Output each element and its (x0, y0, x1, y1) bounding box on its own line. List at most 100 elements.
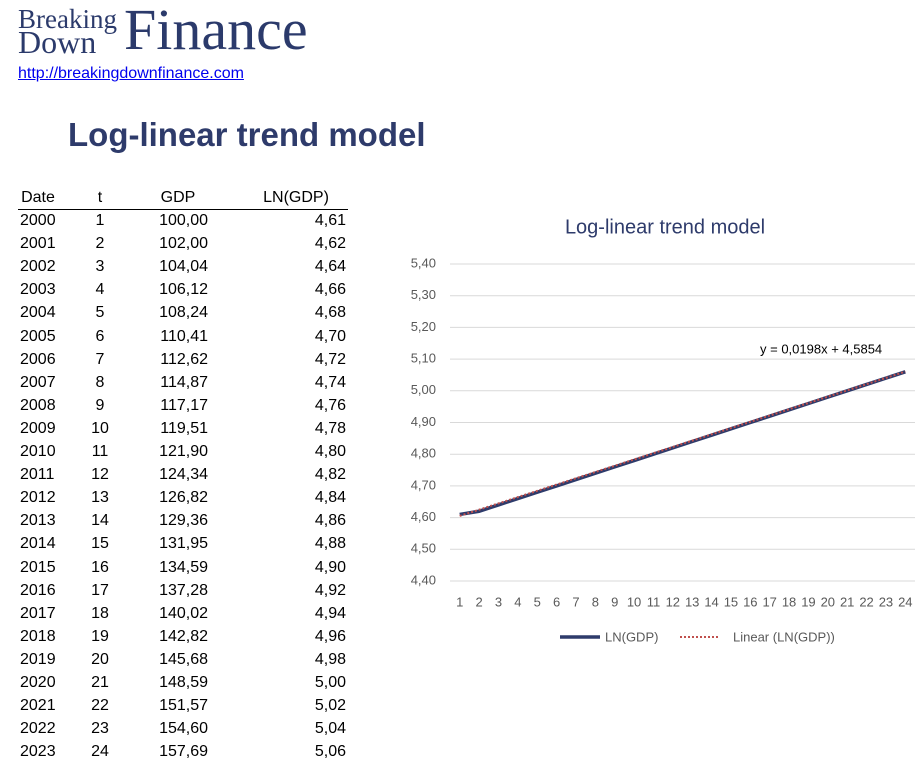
table-cell: 21 (91, 674, 109, 691)
x-tick-label: 2 (475, 594, 482, 609)
column-header: Date (21, 189, 55, 206)
table-cell: 117,17 (160, 396, 208, 414)
table-cell: 2021 (20, 697, 56, 715)
table-cell: 2019 (20, 650, 56, 668)
x-tick-label: 15 (724, 594, 738, 609)
table-cell: 108,24 (159, 304, 208, 322)
table-cell: 2000 (20, 212, 56, 229)
table-cell: 4,82 (314, 466, 346, 484)
column-header: t (97, 189, 103, 206)
header-rule (18, 209, 348, 210)
table-cell: 2023 (20, 743, 56, 761)
table-cell: 2020 (20, 674, 56, 691)
table-cell: 4,94 (314, 604, 346, 622)
table-cell: 13 (91, 489, 109, 507)
table-cell: 4,90 (314, 558, 346, 576)
url-link[interactable]: http://breakingdownfinance.com (18, 65, 244, 82)
y-tick-label: 5,10 (411, 351, 436, 366)
y-tick-label: 5,40 (411, 255, 436, 270)
table-cell: 2001 (20, 235, 56, 253)
table-cell: 18 (91, 604, 109, 622)
table-cell: 16 (91, 558, 109, 576)
chart-title: Log-linear trend model (565, 216, 765, 238)
table-cell: 4,96 (314, 627, 346, 645)
y-tick-label: 5,00 (411, 382, 436, 397)
table-cell: 4,61 (314, 212, 346, 229)
x-tick-label: 22 (859, 594, 873, 609)
page-title: Log-linear trend model (68, 116, 426, 153)
x-tick-label: 24 (898, 594, 912, 609)
table-cell: 2008 (20, 396, 56, 414)
x-tick-label: 21 (840, 594, 854, 609)
table-cell: 10 (91, 419, 109, 437)
table-cell: 2002 (20, 258, 56, 276)
x-tick-label: 4 (514, 594, 521, 609)
table-cell: 4,72 (314, 350, 346, 368)
table-cell: 2009 (20, 419, 56, 437)
table-cell: 4,66 (314, 281, 346, 299)
table-cell: 2011 (20, 466, 55, 484)
x-tick-label: 1 (456, 594, 463, 609)
table-cell: 2015 (20, 558, 56, 576)
x-tick-label: 10 (627, 594, 641, 609)
table-cell: 9 (95, 396, 105, 414)
legend-label: LN(GDP) (605, 629, 658, 644)
x-tick-label: 23 (879, 594, 893, 609)
table-cell: 2017 (20, 604, 56, 622)
table-cell: 106,12 (159, 281, 208, 299)
table-cell: 5,04 (314, 720, 346, 738)
table-cell: 4 (95, 281, 105, 299)
data-table: Date t GDP LN(GDP) 2000 1 100,00 4,61 2001 2 102,0… (0, 0, 360, 770)
y-tick-label: 4,40 (411, 572, 436, 587)
table-cell: 5,02 (314, 697, 346, 715)
table-cell: 2003 (20, 281, 56, 299)
x-tick-label: 16 (743, 594, 757, 609)
table-cell: 140,02 (159, 604, 208, 622)
x-tick-label: 6 (553, 594, 560, 609)
table-cell: 7 (95, 350, 105, 368)
table-cell: 2 (95, 235, 105, 253)
table-cell: 4,98 (314, 650, 346, 668)
table-cell: 104,04 (159, 258, 208, 276)
table-cell: 2012 (20, 489, 56, 507)
table-cell: 19 (91, 627, 109, 645)
trend-equation: y = 0,0198x + 4,5854 (760, 341, 882, 356)
table-cell: 112,62 (160, 350, 208, 368)
y-tick-label: 4,90 (411, 414, 436, 429)
table-cell: 2007 (20, 373, 56, 391)
table-cell: 23 (91, 720, 109, 738)
table-cell: 24 (91, 743, 109, 761)
x-tick-label: 12 (666, 594, 680, 609)
table-cell: 6 (95, 327, 105, 345)
table-cell: 4,84 (314, 489, 346, 507)
legend-label: Linear (LN(GDP)) (733, 629, 835, 644)
x-tick-label: 20 (821, 594, 835, 609)
table-cell: 134,59 (159, 558, 208, 576)
table-cell: 102,00 (159, 235, 208, 253)
table-cell: 4,88 (314, 535, 346, 553)
table-cell: 114,87 (160, 373, 208, 391)
y-tick-label: 4,60 (411, 509, 436, 524)
table-cell: 119,51 (160, 419, 208, 437)
table-cell: 12 (91, 466, 109, 484)
x-tick-label: 8 (592, 594, 599, 609)
x-tick-label: 13 (685, 594, 699, 609)
table-cell: 5 (95, 304, 105, 322)
table-cell: 8 (95, 373, 105, 391)
table-cell: 4,64 (314, 258, 346, 276)
table-cell: 14 (91, 512, 109, 530)
table-cell: 137,28 (159, 581, 208, 599)
y-tick-label: 4,70 (411, 477, 436, 492)
column-header: GDP (160, 189, 196, 206)
x-tick-label: 5 (534, 594, 541, 609)
table-cell: 5,06 (314, 743, 346, 761)
table-cell: 2006 (20, 350, 56, 368)
table-cell: 2016 (20, 581, 56, 599)
x-tick-label: 19 (801, 594, 815, 609)
table-cell: 2022 (20, 720, 56, 738)
logo-text: Breaking (18, 4, 117, 34)
x-tick-label: 3 (495, 594, 502, 609)
table-cell: 2018 (20, 627, 56, 645)
table-cell: 4,68 (314, 304, 346, 322)
